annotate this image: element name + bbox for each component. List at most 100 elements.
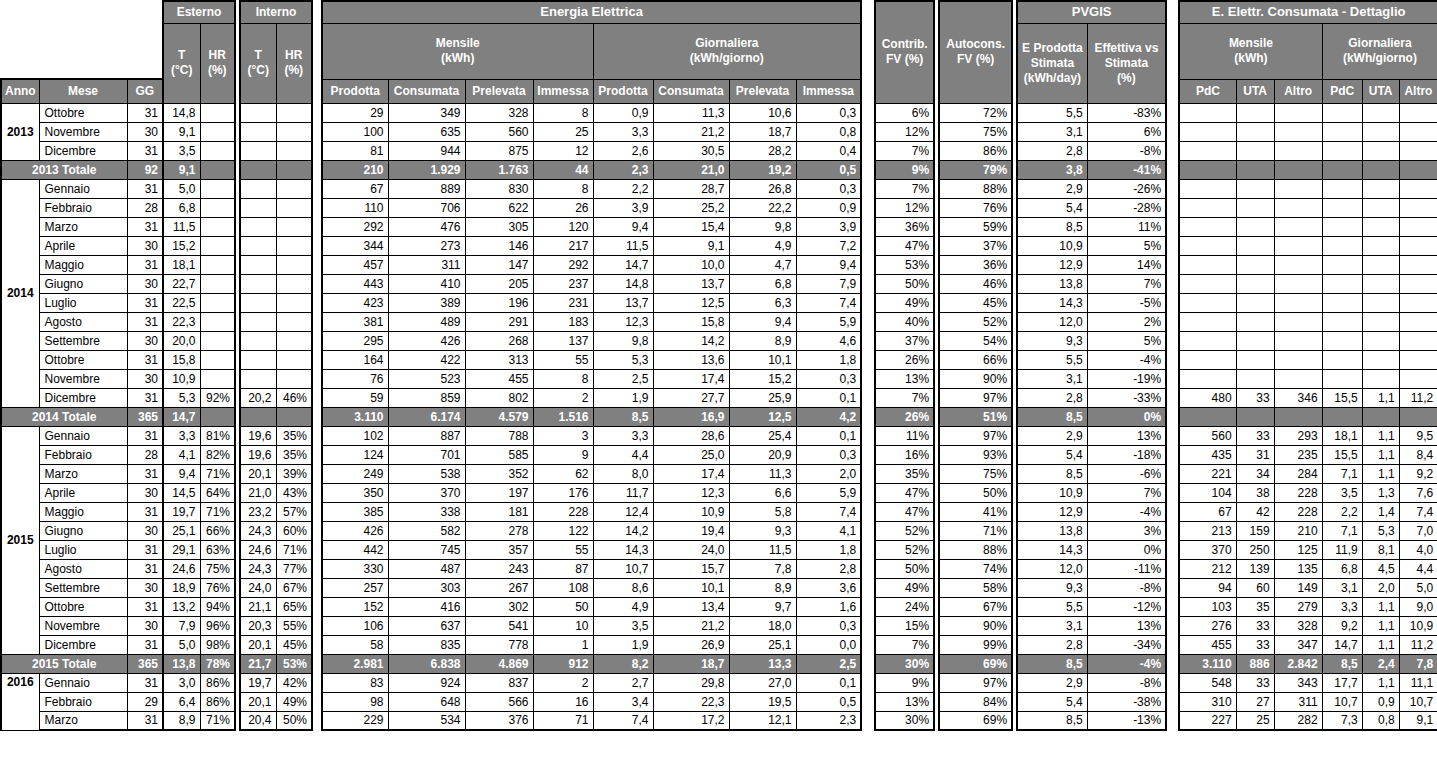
cell-consumata-giornaliera[interactable]: 18,7 (653, 654, 729, 673)
cell-est-hr[interactable] (200, 141, 235, 160)
cell-pdc-mensile[interactable] (1179, 350, 1236, 369)
cell-mese[interactable]: Giugno (39, 274, 127, 293)
cell-pdc-giornaliera[interactable] (1322, 369, 1362, 388)
cell-autocons-fv[interactable]: 69% (939, 654, 1012, 673)
cell-immessa-mensile[interactable]: 292 (533, 255, 593, 274)
cell-immessa-giornaliera[interactable]: 1,6 (796, 597, 861, 616)
cell-consumata-giornaliera[interactable]: 11,3 (653, 103, 729, 122)
cell-consumata-giornaliera[interactable]: 16,9 (653, 407, 729, 426)
cell-prelevata-mensile[interactable]: 875 (465, 141, 533, 160)
cell-uta-mensile[interactable]: 33 (1236, 426, 1274, 445)
cell-altro-mensile[interactable] (1274, 407, 1322, 426)
cell-gg[interactable]: 30 (127, 616, 163, 635)
cell-contrib-fv[interactable]: 7% (875, 388, 934, 407)
cell-pvgis-effettiva[interactable]: 7% (1087, 274, 1166, 293)
cell-pvgis-effettiva[interactable]: -83% (1087, 103, 1166, 122)
cell-pvgis-stimata[interactable]: 10,9 (1017, 236, 1087, 255)
cell-immessa-giornaliera[interactable]: 0,8 (796, 122, 861, 141)
cell-pvgis-effettiva[interactable]: 3% (1087, 521, 1166, 540)
cell-anno[interactable]: 2015 (1, 426, 39, 654)
cell-uta-mensile[interactable]: 33 (1236, 616, 1274, 635)
cell-contrib-fv[interactable]: 7% (875, 635, 934, 654)
cell-prelevata-mensile[interactable]: 4.579 (465, 407, 533, 426)
cell-immessa-giornaliera[interactable]: 2,0 (796, 464, 861, 483)
cell-consumata-giornaliera[interactable]: 17,2 (653, 711, 729, 730)
cell-prodotta-mensile[interactable]: 385 (322, 502, 388, 521)
cell-altro-giornaliera[interactable]: 9,5 (1399, 426, 1437, 445)
cell-autocons-fv[interactable]: 76% (939, 198, 1012, 217)
cell-altro-giornaliera[interactable] (1399, 274, 1437, 293)
cell-prelevata-giornaliera[interactable]: 8,9 (729, 578, 796, 597)
cell-pvgis-stimata[interactable]: 14,3 (1017, 540, 1087, 559)
cell-uta-giornaliera[interactable]: 1,1 (1362, 597, 1399, 616)
cell-prelevata-giornaliera[interactable]: 18,7 (729, 122, 796, 141)
cell-immessa-mensile[interactable]: 122 (533, 521, 593, 540)
cell-pdc-giornaliera[interactable]: 7,1 (1322, 464, 1362, 483)
cell-prodotta-mensile[interactable]: 102 (322, 426, 388, 445)
cell-autocons-fv[interactable]: 79% (939, 160, 1012, 179)
cell-est-hr[interactable] (200, 407, 235, 426)
cell-altro-giornaliera[interactable]: 7,0 (1399, 521, 1437, 540)
cell-autocons-fv[interactable]: 97% (939, 426, 1012, 445)
cell-uta-mensile[interactable] (1236, 350, 1274, 369)
cell-est-hr[interactable]: 82% (200, 445, 235, 464)
cell-mese[interactable]: Maggio (39, 255, 127, 274)
cell-mese[interactable]: Giugno (39, 521, 127, 540)
cell-consumata-mensile[interactable]: 835 (388, 635, 465, 654)
cell-altro-giornaliera[interactable] (1399, 217, 1437, 236)
cell-immessa-mensile[interactable]: 10 (533, 616, 593, 635)
cell-est-t[interactable]: 24,6 (163, 559, 200, 578)
cell-int-t[interactable] (240, 141, 276, 160)
cell-prodotta-mensile[interactable]: 3.110 (322, 407, 388, 426)
cell-prelevata-mensile[interactable]: 4.869 (465, 654, 533, 673)
cell-altro-giornaliera[interactable] (1399, 312, 1437, 331)
cell-int-hr[interactable]: 45% (276, 635, 312, 654)
cell-autocons-fv[interactable]: 45% (939, 293, 1012, 312)
cell-immessa-giornaliera[interactable]: 0,5 (796, 692, 861, 711)
cell-prodotta-mensile[interactable]: 292 (322, 217, 388, 236)
cell-est-t[interactable]: 7,9 (163, 616, 200, 635)
cell-uta-giornaliera[interactable]: 1,4 (1362, 502, 1399, 521)
cell-consumata-mensile[interactable]: 476 (388, 217, 465, 236)
cell-prodotta-giornaliera[interactable]: 0,9 (593, 103, 653, 122)
cell-pdc-giornaliera[interactable] (1322, 236, 1362, 255)
cell-gg[interactable]: 31 (127, 673, 163, 692)
cell-pvgis-effettiva[interactable]: -4% (1087, 350, 1166, 369)
cell-int-hr[interactable] (276, 122, 312, 141)
cell-est-hr[interactable]: 94% (200, 597, 235, 616)
cell-immessa-giornaliera[interactable]: 3,6 (796, 578, 861, 597)
cell-prodotta-mensile[interactable]: 83 (322, 673, 388, 692)
cell-uta-mensile[interactable] (1236, 141, 1274, 160)
cell-prelevata-mensile[interactable]: 585 (465, 445, 533, 464)
cell-contrib-fv[interactable]: 50% (875, 559, 934, 578)
cell-pvgis-stimata[interactable]: 5,5 (1017, 350, 1087, 369)
cell-autocons-fv[interactable]: 75% (939, 122, 1012, 141)
cell-uta-giornaliera[interactable]: 1,1 (1362, 635, 1399, 654)
cell-autocons-fv[interactable]: 71% (939, 521, 1012, 540)
cell-prelevata-mensile[interactable]: 357 (465, 540, 533, 559)
cell-pdc-mensile[interactable] (1179, 160, 1236, 179)
cell-est-t[interactable]: 4,1 (163, 445, 200, 464)
cell-consumata-giornaliera[interactable]: 21,2 (653, 122, 729, 141)
cell-consumata-mensile[interactable]: 924 (388, 673, 465, 692)
cell-pdc-mensile[interactable]: 67 (1179, 502, 1236, 521)
cell-pdc-mensile[interactable] (1179, 141, 1236, 160)
cell-est-t[interactable]: 6,4 (163, 692, 200, 711)
cell-prelevata-giornaliera[interactable]: 12,1 (729, 711, 796, 730)
cell-prelevata-giornaliera[interactable]: 7,8 (729, 559, 796, 578)
cell-est-t[interactable]: 25,1 (163, 521, 200, 540)
cell-gg[interactable]: 31 (127, 464, 163, 483)
cell-uta-giornaliera[interactable]: 2,4 (1362, 654, 1399, 673)
cell-altro-giornaliera[interactable] (1399, 293, 1437, 312)
cell-consumata-mensile[interactable]: 422 (388, 350, 465, 369)
cell-consumata-mensile[interactable]: 706 (388, 198, 465, 217)
cell-altro-giornaliera[interactable] (1399, 122, 1437, 141)
cell-prodotta-giornaliera[interactable]: 11,7 (593, 483, 653, 502)
cell-pvgis-stimata[interactable]: 3,1 (1017, 616, 1087, 635)
cell-uta-giornaliera[interactable]: 8,1 (1362, 540, 1399, 559)
cell-mese[interactable]: Febbraio (39, 198, 127, 217)
cell-int-t[interactable]: 21,0 (240, 483, 276, 502)
cell-altro-mensile[interactable] (1274, 160, 1322, 179)
cell-immessa-mensile[interactable]: 8 (533, 103, 593, 122)
cell-prelevata-mensile[interactable]: 802 (465, 388, 533, 407)
